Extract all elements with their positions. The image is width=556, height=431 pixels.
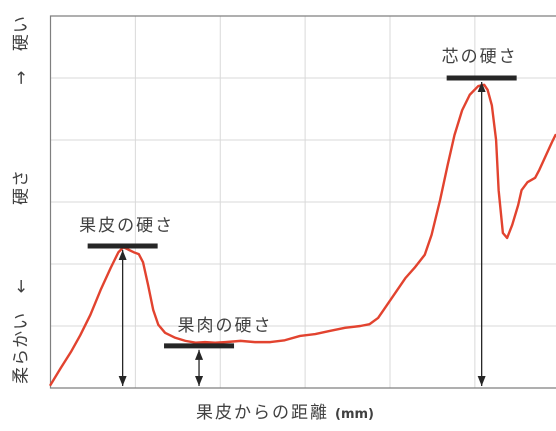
annotation-group: 果肉の硬さ [164,316,273,386]
x-axis-unit: (mm) [335,407,374,422]
plot-frame [49,15,556,389]
annotation-group: 芯の硬さ [442,47,518,386]
hardness-series-line [49,83,556,387]
y-axis-label-soft: 柔らかい ← [11,278,32,384]
annotation-label: 果皮の硬さ [79,216,174,236]
x-axis-label-text: 果皮からの距離 [196,403,329,423]
gridlines [50,16,556,388]
y-axis-label-hard: → 硬い [11,15,32,85]
x-axis-label: 果皮からの距離 (mm) [196,403,374,425]
annotation-label: 芯の硬さ [442,47,518,67]
series-layer [49,83,556,387]
annotation-group: 果皮の硬さ [79,216,174,386]
annotation-label: 果肉の硬さ [178,316,273,336]
y-axis-label-hardness: 硬さ [11,169,32,205]
